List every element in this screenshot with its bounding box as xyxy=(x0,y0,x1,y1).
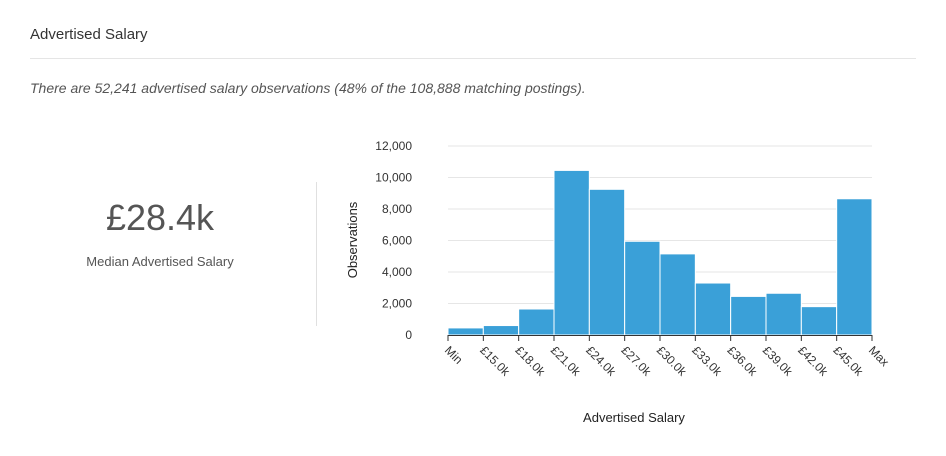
vertical-separator xyxy=(316,182,317,326)
x-tick-label: £39.0k xyxy=(760,343,796,379)
bars xyxy=(447,169,873,336)
histogram-bar xyxy=(588,188,626,336)
y-tick-label: 4,000 xyxy=(382,265,412,279)
median-label: Median Advertised Salary xyxy=(86,254,234,269)
histogram-bar xyxy=(836,198,873,336)
x-tick-label: £36.0k xyxy=(725,343,761,379)
section-title: Advertised Salary xyxy=(30,26,148,43)
x-tick-label: £27.0k xyxy=(619,343,655,379)
x-tick-label: £33.0k xyxy=(689,343,725,379)
histogram-bar xyxy=(553,169,590,336)
x-tick-label: £18.0k xyxy=(513,343,549,379)
histogram-bar xyxy=(694,282,732,336)
histogram-bar xyxy=(624,240,661,336)
median-value: £28.4k xyxy=(105,197,215,238)
y-tick-label: 12,000 xyxy=(375,139,412,153)
y-axis-label: Observations xyxy=(345,201,360,278)
histogram-bar xyxy=(800,306,838,336)
summary-text: There are 52,241 advertised salary obser… xyxy=(30,80,586,96)
x-tick-label: £45.0k xyxy=(831,343,867,379)
divider xyxy=(30,58,916,59)
y-tick-label: 2,000 xyxy=(382,297,412,311)
histogram-bar xyxy=(659,253,696,336)
x-tick-label: £42.0k xyxy=(795,343,831,379)
x-tick-label: £21.0k xyxy=(548,343,584,379)
x-tick-label: £24.0k xyxy=(583,343,619,379)
y-tick-label: 8,000 xyxy=(382,202,412,216)
histogram-bar xyxy=(447,327,484,336)
salary-histogram: 0 2,000 4,000 6,000 8,000 10,000 12,000 Min £15.… xyxy=(345,139,892,425)
x-tick-label: Min xyxy=(442,343,466,367)
y-tick-label: 6,000 xyxy=(382,234,412,248)
histogram-bar xyxy=(730,295,767,336)
x-tick-label: £15.0k xyxy=(477,343,513,379)
x-tick-label: £30.0k xyxy=(654,343,690,379)
median-stat: £28.4k Median Advertised Salary xyxy=(30,197,290,270)
y-tick-label: 10,000 xyxy=(375,171,412,185)
x-tick-label: Max xyxy=(866,343,892,369)
x-axis-label: Advertised Salary xyxy=(583,410,685,425)
y-tick-label: 0 xyxy=(405,328,412,342)
histogram-bar xyxy=(482,325,520,336)
histogram-bar xyxy=(765,292,802,336)
histogram-bar xyxy=(518,308,555,336)
